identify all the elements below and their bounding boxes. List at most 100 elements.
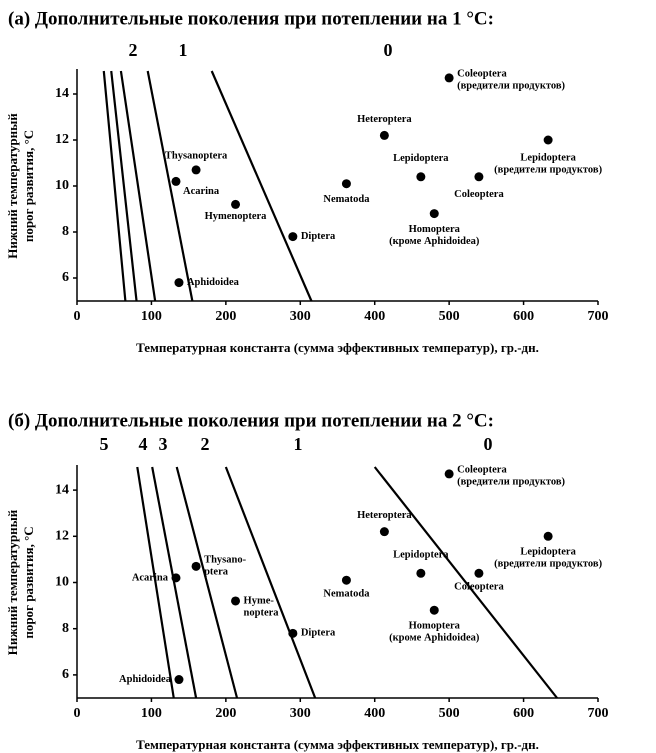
point-label: Coleoptera xyxy=(457,68,507,79)
y-tick-label: 10 xyxy=(55,575,69,590)
point-label: Thysanoptera xyxy=(165,150,228,161)
point xyxy=(379,527,389,537)
point xyxy=(174,675,184,685)
point xyxy=(288,232,298,242)
y-tick-label: 6 xyxy=(62,270,69,285)
x-tick-label: 300 xyxy=(290,706,311,721)
boundary-line xyxy=(102,70,127,302)
point xyxy=(416,172,426,182)
region-label: 5 xyxy=(100,434,109,454)
x-tick-label: 700 xyxy=(588,706,609,721)
point xyxy=(474,172,484,182)
point-label: Hyme- xyxy=(244,595,275,606)
point xyxy=(191,165,201,175)
point xyxy=(341,179,351,189)
y-axis-label: порог развития, °C xyxy=(21,130,36,242)
x-tick-label: 0 xyxy=(74,309,81,324)
point-label: Hymenoptera xyxy=(205,211,268,222)
y-tick-label: 10 xyxy=(55,178,69,193)
region-label: 4 xyxy=(139,434,148,454)
point-label: Thysano- xyxy=(204,555,247,566)
x-axis-label: Температурная константа (сумма эффективн… xyxy=(136,737,539,752)
point xyxy=(231,596,241,606)
point-label: Acarina xyxy=(132,572,169,583)
boundary-line xyxy=(146,70,194,302)
boundary-line xyxy=(224,466,317,699)
point-label: Lepidoptera xyxy=(520,152,576,163)
point-label: Heteroptera xyxy=(357,114,412,125)
y-axis-label: Нижний температурный xyxy=(5,509,20,655)
point-label: Diptera xyxy=(301,231,336,242)
boundary-line xyxy=(119,70,157,302)
y-tick-label: 8 xyxy=(62,621,69,636)
x-tick-label: 500 xyxy=(439,309,460,324)
x-tick-label: 700 xyxy=(588,309,609,324)
chart-title: (б) Дополнительные поколения при потепле… xyxy=(8,410,494,431)
y-tick-label: 8 xyxy=(62,224,69,239)
point-label: Nematoda xyxy=(323,589,370,600)
point xyxy=(191,561,201,571)
y-tick-label: 12 xyxy=(55,529,69,544)
y-axis-label: Нижний температурный xyxy=(5,113,20,259)
x-tick-label: 100 xyxy=(141,309,162,324)
point-label: Aphidoidea xyxy=(187,277,240,288)
point xyxy=(171,176,181,186)
region-label: 1 xyxy=(294,434,303,454)
point-label: (вредители продуктов) xyxy=(457,476,565,487)
region-label: 2 xyxy=(201,434,210,454)
x-tick-label: 600 xyxy=(513,706,534,721)
y-axis-label: порог развития, °C xyxy=(21,526,36,638)
boundary-line xyxy=(151,466,198,699)
y-tick-label: 14 xyxy=(55,86,69,101)
point-label: Diptera xyxy=(301,628,336,639)
x-tick-label: 400 xyxy=(364,706,385,721)
boundary-line xyxy=(210,70,313,302)
point-label: (вредители продуктов) xyxy=(494,164,602,175)
point-label: (кроме Aphidoidea) xyxy=(389,236,480,247)
x-axis-label: Температурная константа (сумма эффективн… xyxy=(136,340,539,355)
point xyxy=(543,135,553,145)
y-tick-label: 14 xyxy=(55,482,69,497)
point-label: Coleoptera xyxy=(454,189,504,200)
region-label: 0 xyxy=(384,40,393,60)
point-label: Homoptera xyxy=(409,224,461,235)
point xyxy=(231,199,241,209)
point-label: Coleoptera xyxy=(457,464,507,475)
point-label: Nematoda xyxy=(323,194,370,205)
point xyxy=(341,575,351,585)
x-tick-label: 200 xyxy=(215,309,236,324)
point xyxy=(429,605,439,615)
point xyxy=(379,130,389,140)
chart-title: (а) Дополнительные поколения при потепле… xyxy=(8,8,494,29)
point-label: Homoptera xyxy=(409,621,461,632)
x-tick-label: 200 xyxy=(215,706,236,721)
point-label: ptera xyxy=(204,567,229,578)
boundary-line xyxy=(110,70,138,302)
boundary-line xyxy=(175,466,239,699)
point-label: (вредители продуктов) xyxy=(457,80,565,91)
point-label: Lepidoptera xyxy=(393,153,449,164)
point-label: noptera xyxy=(244,607,280,618)
x-tick-label: 100 xyxy=(141,706,162,721)
point xyxy=(288,628,298,638)
point xyxy=(474,568,484,578)
point-label: Lepidoptera xyxy=(393,550,449,561)
point xyxy=(174,278,184,288)
boundary-line xyxy=(136,466,175,699)
x-tick-label: 600 xyxy=(513,309,534,324)
point-label: Aphidoidea xyxy=(119,674,172,685)
x-tick-label: 400 xyxy=(364,309,385,324)
point xyxy=(416,568,426,578)
point-label: (вредители продуктов) xyxy=(494,559,602,570)
x-tick-label: 300 xyxy=(290,309,311,324)
y-tick-label: 12 xyxy=(55,132,69,147)
point-label: (кроме Aphidoidea) xyxy=(389,633,480,644)
point xyxy=(543,531,553,541)
x-tick-label: 500 xyxy=(439,706,460,721)
point-label: Lepidoptera xyxy=(520,547,576,558)
region-label: 3 xyxy=(159,434,168,454)
point-label: Acarina xyxy=(183,186,220,197)
boundary-line xyxy=(373,466,558,699)
region-label: 2 xyxy=(129,40,138,60)
